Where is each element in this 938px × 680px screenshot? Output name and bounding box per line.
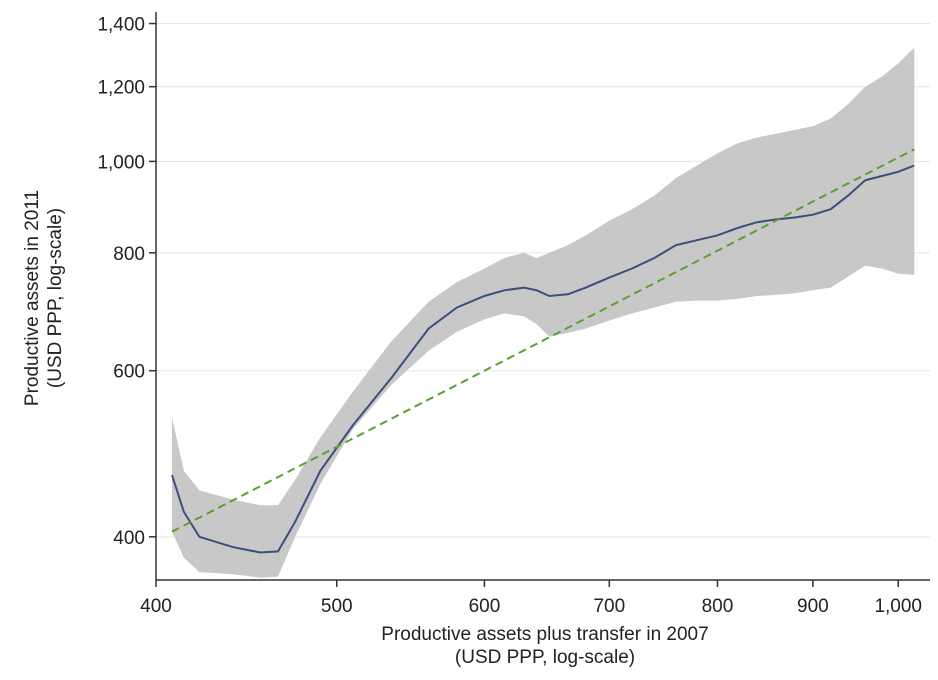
- x-tick-label-0: 400: [140, 596, 172, 617]
- x-tick-label-2: 600: [469, 596, 501, 617]
- series-layer: [171, 148, 915, 554]
- y-tick-label-1: 600: [113, 362, 145, 383]
- x-tick-label-4: 800: [702, 596, 734, 617]
- estimate-line: [171, 164, 915, 554]
- y-tick-label-0: 400: [113, 528, 145, 549]
- y-tick-label-3: 1,000: [97, 152, 145, 173]
- x-ticks: 400 500 600 700 800 900 1,000: [140, 580, 922, 617]
- y-tick-label-5: 1,400: [97, 15, 145, 36]
- x-tick-label-5: 900: [797, 596, 829, 617]
- axes: [155, 12, 930, 581]
- x-axis-subtitle: (USD PPP, log-scale): [455, 647, 635, 668]
- confidence-band-layer: [172, 47, 915, 578]
- x-tick-label-1: 500: [321, 596, 353, 617]
- confidence-band: [172, 47, 915, 578]
- y-ticks: 400 600 800 1,000 1,200 1,400: [97, 15, 156, 549]
- x-tick-label-6: 1,000: [874, 596, 922, 617]
- x-axis-title: Productive assets plus transfer in 2007: [381, 624, 708, 645]
- y-tick-label-2: 800: [113, 244, 145, 265]
- linear-fit-line: [171, 148, 915, 533]
- gridlines: [156, 23, 930, 538]
- y-tick-label-4: 1,200: [97, 78, 145, 99]
- y-axis-subtitle: (USD PPP, log-scale): [45, 208, 66, 388]
- x-tick-label-3: 700: [593, 596, 625, 617]
- y-axis-title: Productive assets in 2011: [22, 190, 43, 406]
